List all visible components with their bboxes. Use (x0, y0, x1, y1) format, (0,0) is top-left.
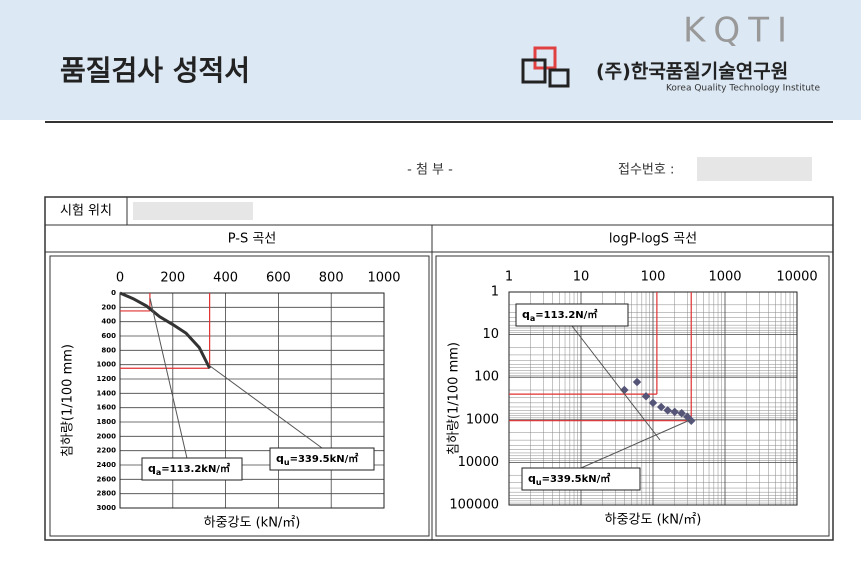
annotation: qa=113.2kN/㎡ (148, 462, 230, 477)
annotation-text: =113.2kN/㎡ (161, 462, 230, 475)
annotation-subscript: a (156, 468, 161, 477)
x-tick-label: 600 (266, 271, 291, 286)
y-tick-label: 200 (101, 303, 116, 311)
x-tick-label: 1000 (708, 270, 741, 285)
company-name: (주)한국품질기술연구원 (596, 61, 788, 83)
x-tick-label: 400 (213, 271, 238, 286)
x-tick-label: 100 (641, 270, 666, 285)
x-tick-label: 800 (319, 271, 344, 286)
x-tick-label: 10 (573, 270, 590, 285)
y-tick-label: 1200 (97, 375, 117, 383)
page-body (0, 120, 861, 588)
annotation-symbol: q (148, 462, 156, 475)
point (656, 402, 666, 412)
y-tick-label: 800 (101, 346, 116, 354)
annotation-text: =339.5kN/㎡ (542, 472, 611, 485)
x-tick-label: 1 (505, 270, 513, 285)
doc-title: 품질검사 성적서 (60, 54, 250, 87)
location-label: 시험 위치 (60, 204, 112, 219)
y-tick-label: 400 (101, 318, 116, 326)
y-tick-label: 100000 (449, 498, 499, 513)
point (648, 398, 658, 408)
y-tick-label: 2200 (97, 447, 117, 455)
point (632, 377, 642, 387)
x-tick-label: 1000 (367, 271, 400, 286)
y-tick-label: 1000 (466, 412, 499, 427)
annotation-symbol: q (522, 308, 530, 321)
header-band (0, 0, 861, 120)
annotation: qa=113.2N/㎡ (522, 308, 597, 323)
plot-border (508, 291, 798, 506)
leader-line (580, 419, 691, 469)
redacted (697, 157, 812, 181)
chart-title: P-S 곡선 (228, 232, 277, 247)
annotation-box (141, 457, 243, 481)
point (677, 408, 686, 418)
annotation-box (269, 447, 375, 471)
logo-text: KQTI (683, 11, 795, 51)
y-axis-label: 침하량(1/100 mm) (447, 342, 462, 455)
leader-line (571, 325, 661, 441)
plot-border (119, 292, 385, 509)
y-tick-label: 2800 (97, 490, 117, 498)
annotation-subscript: u (536, 478, 542, 487)
annotation-text: =113.2N/㎡ (535, 308, 597, 321)
leader-line (209, 365, 323, 449)
company-en: Korea Quality Technology Institute (666, 84, 821, 94)
x-tick-label: 0 (116, 271, 124, 286)
x-tick-label: 200 (160, 271, 185, 286)
y-tick-label: 2000 (97, 432, 117, 440)
annotation-text: =339.5kN/㎡ (290, 452, 359, 465)
y-tick-label: 1 (491, 285, 499, 300)
annotation-box (521, 467, 641, 491)
y-axis-label: 침하량(1/100 mm) (61, 344, 76, 457)
point (641, 392, 651, 401)
point (686, 416, 696, 425)
logo-mark (521, 46, 570, 88)
y-tick-label: 2600 (97, 475, 117, 483)
annotation-subscript: a (530, 314, 535, 323)
y-tick-label: 1600 (97, 404, 117, 412)
annotation: qu=339.5kN/㎡ (528, 472, 610, 487)
annotation-box (515, 303, 629, 327)
attachment: - 첨 부 - (407, 163, 453, 178)
point (670, 407, 679, 417)
x-tick-label: 10000 (776, 270, 817, 285)
annotation-subscript: u (284, 458, 290, 467)
point (663, 406, 672, 415)
chart-title: logP-logS 곡선 (609, 232, 697, 247)
y-tick-label: 1800 (97, 418, 117, 426)
y-tick-label: 0 (111, 289, 116, 297)
y-tick-label: 600 (101, 332, 116, 340)
x-axis-label: 하중강도 (kN/㎡) (204, 516, 301, 531)
y-tick-label: 10000 (458, 455, 499, 470)
point (620, 385, 629, 395)
leader-line (149, 297, 193, 481)
annotation-symbol: q (528, 472, 536, 485)
receipt-label: 접수번호 : (618, 163, 674, 178)
y-tick-label: 10 (482, 327, 499, 342)
annotation-symbol: q (276, 452, 284, 465)
y-tick-label: 2400 (97, 461, 117, 469)
y-tick-label: 1400 (97, 389, 117, 397)
y-tick-label: 1000 (97, 361, 117, 369)
x-axis-label: 하중강도 (kN/㎡) (605, 513, 702, 528)
y-tick-label: 100 (474, 370, 499, 385)
frame (44, 196, 834, 541)
annotation: qu=339.5kN/㎡ (276, 452, 358, 467)
y-tick-label: 3000 (97, 504, 117, 512)
redacted (133, 202, 253, 220)
curve (119, 291, 211, 369)
